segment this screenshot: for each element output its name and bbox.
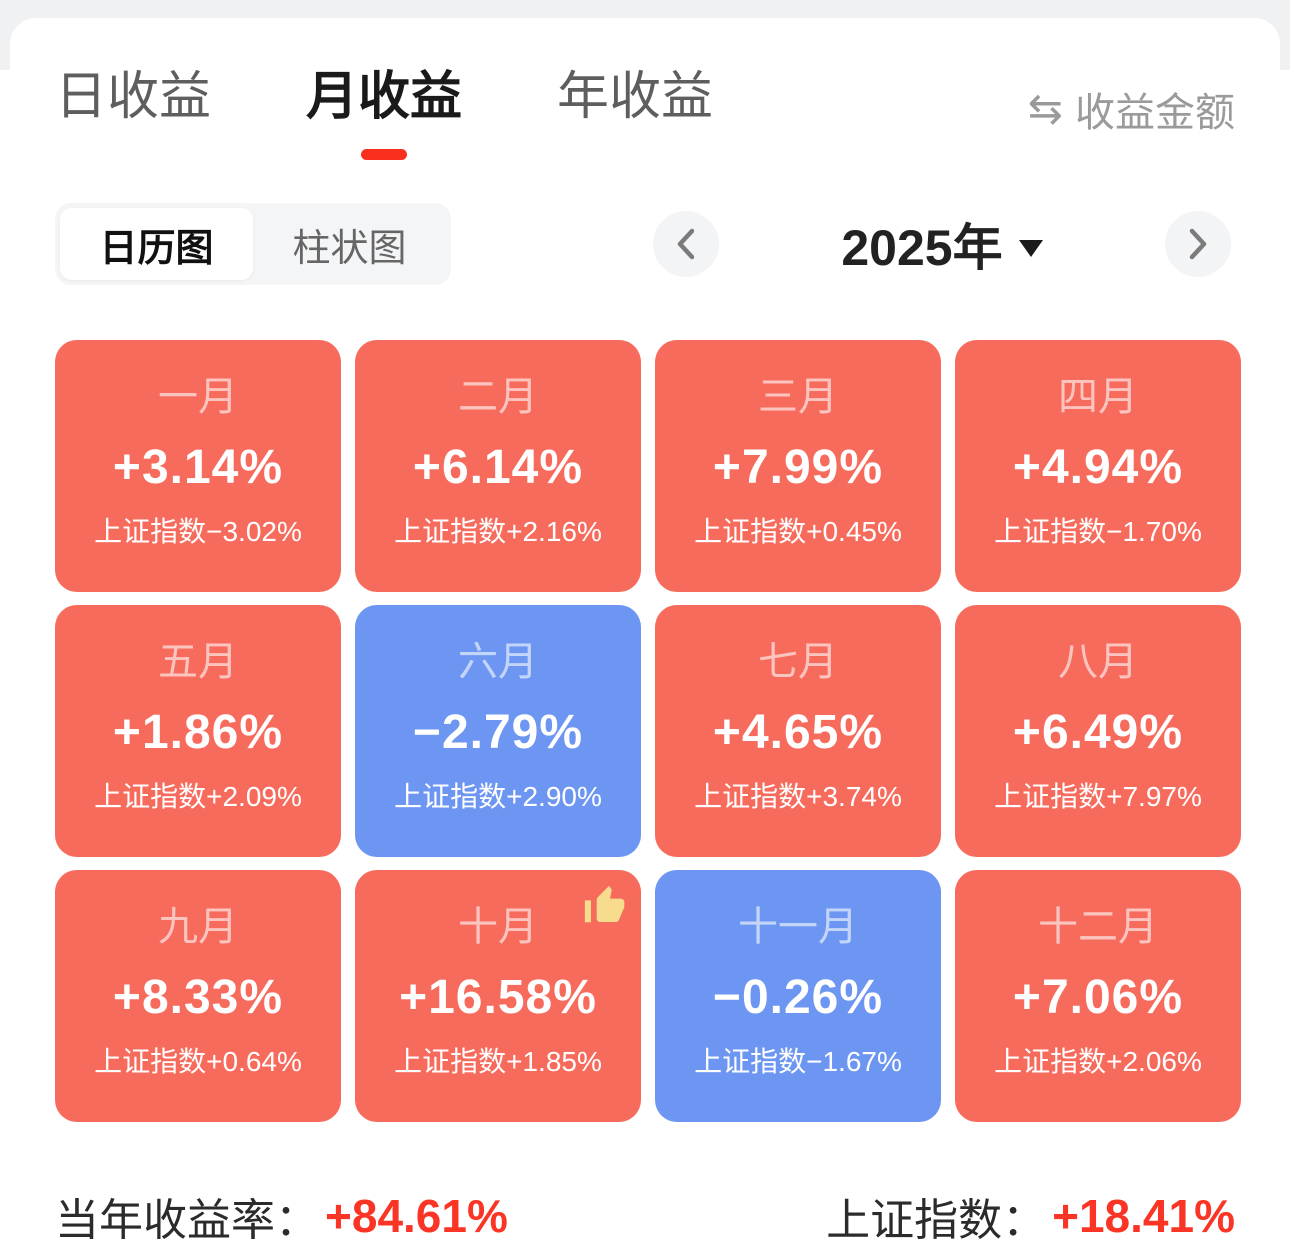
month-name: 二月 (458, 375, 538, 419)
month-index-value: 上证指数+0.64% (94, 1046, 302, 1077)
month-index-value: 上证指数+7.97% (994, 781, 1202, 812)
chevron-left-icon (677, 228, 695, 260)
month-index-value: 上证指数+3.74% (694, 781, 902, 812)
month-index-value: 上证指数−3.02% (94, 516, 302, 547)
month-card[interactable]: 四月 +4.94% 上证指数−1.70% (955, 340, 1241, 592)
month-card[interactable]: 一月 +3.14% 上证指数−3.02% (55, 340, 341, 592)
month-return-value: +6.14% (412, 441, 584, 494)
month-name: 六月 (458, 640, 538, 684)
month-name: 四月 (1058, 375, 1138, 419)
month-index-value: 上证指数+2.16% (394, 516, 602, 547)
month-name: 三月 (758, 375, 838, 419)
next-year-button[interactable] (1164, 211, 1231, 277)
amount-toggle-button[interactable]: ⇆ 收益金额 (1028, 80, 1235, 138)
month-name: 十一月 (738, 905, 858, 949)
month-index-value: 上证指数−1.67% (694, 1046, 902, 1077)
month-card[interactable]: 三月 +7.99% 上证指数+0.45% (655, 340, 941, 592)
year-text: 2025年 (841, 220, 1003, 276)
month-name: 十月 (458, 905, 538, 949)
month-return-value: +4.65% (712, 706, 884, 759)
month-name: 九月 (158, 905, 238, 949)
amount-toggle-label: 收益金额 (1075, 91, 1235, 135)
view-switch-calendar[interactable]: 日历图 (60, 208, 253, 280)
month-return-value: +7.99% (712, 441, 884, 494)
thumbs-up-icon (584, 885, 625, 923)
month-card[interactable]: 十二月 +7.06% 上证指数+2.06% (955, 870, 1241, 1122)
year-navigation: 2025年 (653, 203, 1231, 285)
month-name: 八月 (1058, 640, 1138, 684)
index-return-summary: 上证指数： +18.41% (826, 1184, 1235, 1248)
month-return-value: +3.14% (112, 441, 284, 494)
year-return-label: 当年收益率： (55, 1196, 319, 1245)
month-card[interactable]: 九月 +8.33% 上证指数+0.64% (55, 870, 341, 1122)
year-dropdown[interactable]: 2025年 (841, 208, 1043, 280)
month-return-value: −2.79% (412, 706, 584, 759)
view-switch-bar-chart[interactable]: 柱状图 (292, 227, 407, 270)
month-grid: 一月 +3.14% 上证指数−3.02% 二月 +6.14% 上证指数+2.16… (55, 340, 1241, 1122)
month-card[interactable]: 六月 −2.79% 上证指数+2.90% (355, 605, 641, 857)
tab-daily-return[interactable]: 日收益 (55, 68, 212, 126)
month-name: 一月 (158, 375, 238, 419)
month-card[interactable]: 十一月 −0.26% 上证指数−1.67% (655, 870, 941, 1122)
month-card[interactable]: 二月 +6.14% 上证指数+2.16% (355, 340, 641, 592)
view-switch: 日历图 柱状图 (55, 203, 451, 285)
month-card[interactable]: 八月 +6.49% 上证指数+7.97% (955, 605, 1241, 857)
month-name: 五月 (158, 640, 238, 684)
active-tab-indicator (361, 148, 408, 160)
tab-monthly-return[interactable]: 月收益 (306, 68, 463, 160)
month-return-value: +1.86% (112, 706, 284, 759)
index-return-label: 上证指数： (826, 1196, 1047, 1245)
month-return-value: +4.94% (1012, 441, 1184, 494)
month-card[interactable]: 七月 +4.65% 上证指数+3.74% (655, 605, 941, 857)
month-card[interactable]: 十月 +16.58% 上证指数+1.85% (355, 870, 641, 1122)
month-index-value: 上证指数+2.06% (994, 1046, 1202, 1077)
month-index-value: 上证指数+1.85% (394, 1046, 602, 1077)
month-return-value: +7.06% (1012, 971, 1184, 1024)
returns-panel: 日收益 月收益 年收益 ⇆ 收益金额 日历图 柱状图 2025年 (10, 18, 1280, 1255)
month-return-value: +16.58% (399, 971, 597, 1024)
tab-yearly-return[interactable]: 年收益 (557, 68, 714, 126)
chevron-down-icon (1018, 239, 1043, 257)
month-return-value: +6.49% (1012, 706, 1184, 759)
month-index-value: 上证指数+2.09% (94, 781, 302, 812)
period-tabs: 日收益 月收益 年收益 (55, 68, 714, 160)
month-return-value: −0.26% (712, 971, 884, 1024)
year-return-value: +84.61% (325, 1190, 508, 1242)
month-index-value: 上证指数+2.90% (394, 781, 602, 812)
month-name: 十二月 (1038, 905, 1158, 949)
month-card[interactable]: 五月 +1.86% 上证指数+2.09% (55, 605, 341, 857)
swap-icon: ⇆ (1027, 85, 1063, 132)
chevron-right-icon (1189, 228, 1207, 260)
tab-monthly-return-label: 月收益 (306, 68, 463, 126)
month-index-value: 上证指数+0.45% (694, 516, 902, 547)
month-index-value: 上证指数−1.70% (994, 516, 1202, 547)
index-return-value: +18.41% (1052, 1190, 1235, 1242)
year-return-summary: 当年收益率： +84.61% (55, 1184, 508, 1248)
summary-row: 当年收益率： +84.61% 上证指数： +18.41% (55, 1184, 1235, 1248)
previous-year-button[interactable] (653, 211, 719, 277)
month-return-value: +8.33% (112, 971, 284, 1024)
month-name: 七月 (758, 640, 838, 684)
